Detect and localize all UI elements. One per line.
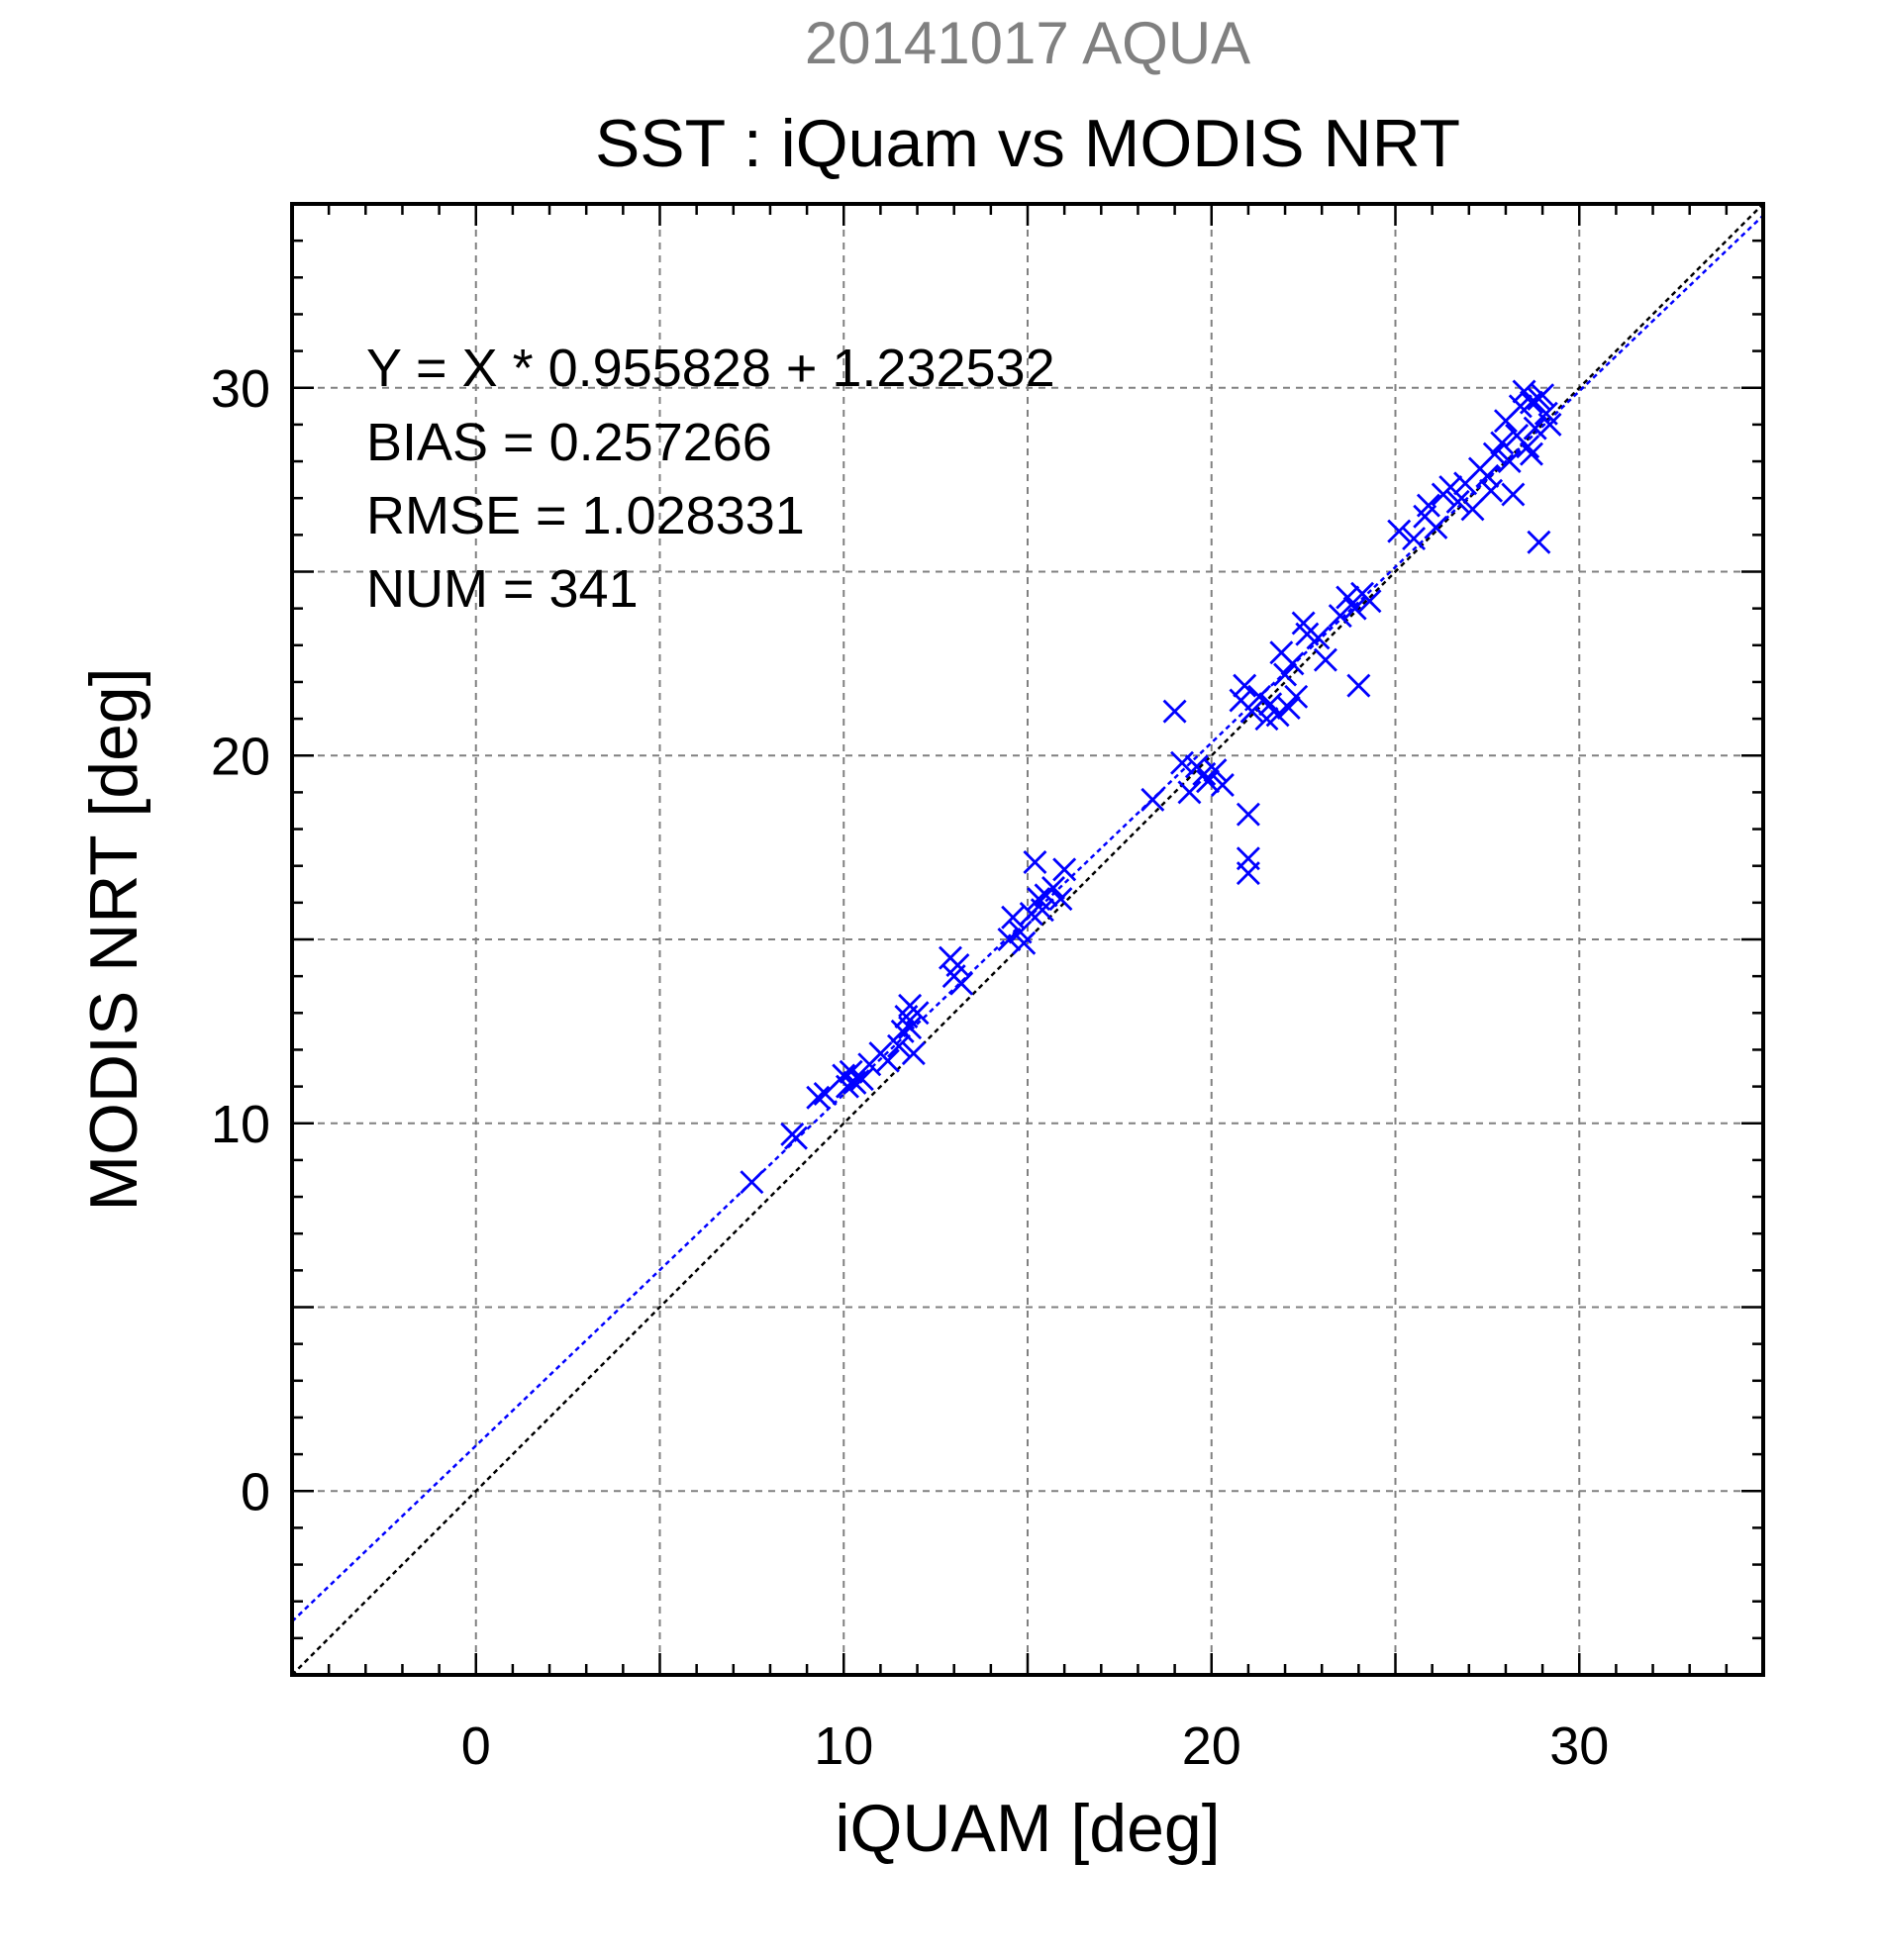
data-point <box>1041 876 1065 900</box>
y-axis-label: MODIS NRT [deg] <box>76 667 151 1211</box>
data-point <box>1012 931 1037 955</box>
data-point <box>1479 478 1504 503</box>
data-point <box>901 1041 926 1066</box>
data-points <box>740 379 1562 1195</box>
data-point <box>783 1126 808 1150</box>
data-point <box>1265 703 1290 728</box>
data-point <box>1170 750 1195 775</box>
data-point <box>1023 849 1047 874</box>
data-point <box>1239 699 1264 724</box>
x-axis-label: iQUAM [deg] <box>835 1791 1220 1866</box>
data-point <box>1438 475 1463 500</box>
data-point <box>997 928 1022 951</box>
data-point <box>1284 684 1309 709</box>
grid-layer <box>292 204 1763 1675</box>
data-point <box>1328 604 1352 629</box>
data-point <box>1196 769 1221 794</box>
data-point <box>849 1067 874 1092</box>
data-point <box>1177 780 1202 805</box>
data-point <box>1162 699 1187 724</box>
data-point <box>806 1085 831 1110</box>
y-tick-label: 20 <box>211 727 270 786</box>
data-point <box>905 1001 930 1026</box>
data-point <box>1236 802 1260 827</box>
data-point <box>886 1033 911 1058</box>
data-point <box>1258 692 1283 717</box>
data-point <box>875 1048 900 1073</box>
data-point <box>1527 386 1551 411</box>
data-point <box>1052 857 1077 882</box>
x-tick-label: 0 <box>461 1716 491 1776</box>
data-point <box>1342 596 1367 621</box>
data-point <box>1048 887 1073 912</box>
data-point <box>1416 493 1440 518</box>
data-point <box>1497 449 1522 474</box>
data-point <box>898 1016 923 1040</box>
data-point <box>1523 416 1547 441</box>
stats-box: Y = X * 0.955828 + 1.232532 BIAS = 0.257… <box>366 339 1055 619</box>
data-point <box>1519 441 1543 466</box>
y-tick-label: 10 <box>211 1095 270 1154</box>
data-point <box>835 1074 859 1099</box>
data-point <box>1280 651 1305 676</box>
data-point <box>1501 482 1526 507</box>
x-tick-label: 10 <box>814 1716 873 1776</box>
data-point <box>1519 390 1543 415</box>
stats-line-rmse: RMSE = 1.028331 <box>366 486 805 545</box>
data-point <box>1336 585 1360 610</box>
y-tick-label: 0 <box>241 1462 270 1521</box>
data-point <box>813 1082 838 1107</box>
data-point <box>1306 626 1331 650</box>
y-tick-labels: 0 10 20 30 <box>211 359 270 1522</box>
data-point <box>1273 662 1298 687</box>
data-point <box>1482 441 1507 466</box>
data-point <box>1210 772 1235 797</box>
data-point <box>1445 489 1470 514</box>
chart-title: SST : iQuam vs MODIS NRT <box>595 106 1460 181</box>
data-point <box>842 1070 867 1095</box>
data-point <box>1516 435 1540 459</box>
data-point <box>1402 527 1427 551</box>
x-tick-label: 20 <box>1182 1716 1241 1776</box>
x-tick-label: 30 <box>1549 1716 1609 1776</box>
data-point <box>1537 412 1562 437</box>
stats-line-num: NUM = 341 <box>366 559 639 619</box>
data-point <box>1387 519 1412 543</box>
data-point <box>1236 861 1260 886</box>
data-point <box>949 971 974 996</box>
axis-ticks <box>292 204 1763 1675</box>
data-point <box>740 1170 764 1195</box>
chart-subtitle: 20141017 AQUA <box>805 10 1250 76</box>
data-point <box>1475 463 1500 488</box>
data-point <box>1424 515 1448 539</box>
data-point <box>1001 905 1026 930</box>
x-tick-labels: 0 10 20 30 <box>461 1716 1610 1776</box>
stats-line-bias: BIAS = 0.257266 <box>366 413 772 472</box>
data-point <box>1276 695 1301 720</box>
data-point <box>1357 589 1382 614</box>
data-point <box>1512 379 1536 404</box>
data-point <box>1030 898 1054 923</box>
data-point <box>1346 673 1371 698</box>
stats-line-fit: Y = X * 0.955828 + 1.232532 <box>366 339 1055 398</box>
data-point <box>1490 431 1515 455</box>
data-point <box>890 1019 915 1043</box>
data-point <box>945 953 970 977</box>
data-point <box>1527 530 1551 554</box>
data-point <box>1203 758 1228 783</box>
y-tick-label: 30 <box>211 359 270 419</box>
data-point <box>1247 684 1272 709</box>
data-point <box>1233 673 1257 698</box>
data-point <box>1460 497 1485 522</box>
data-point <box>1313 647 1337 672</box>
data-point <box>1140 787 1165 812</box>
